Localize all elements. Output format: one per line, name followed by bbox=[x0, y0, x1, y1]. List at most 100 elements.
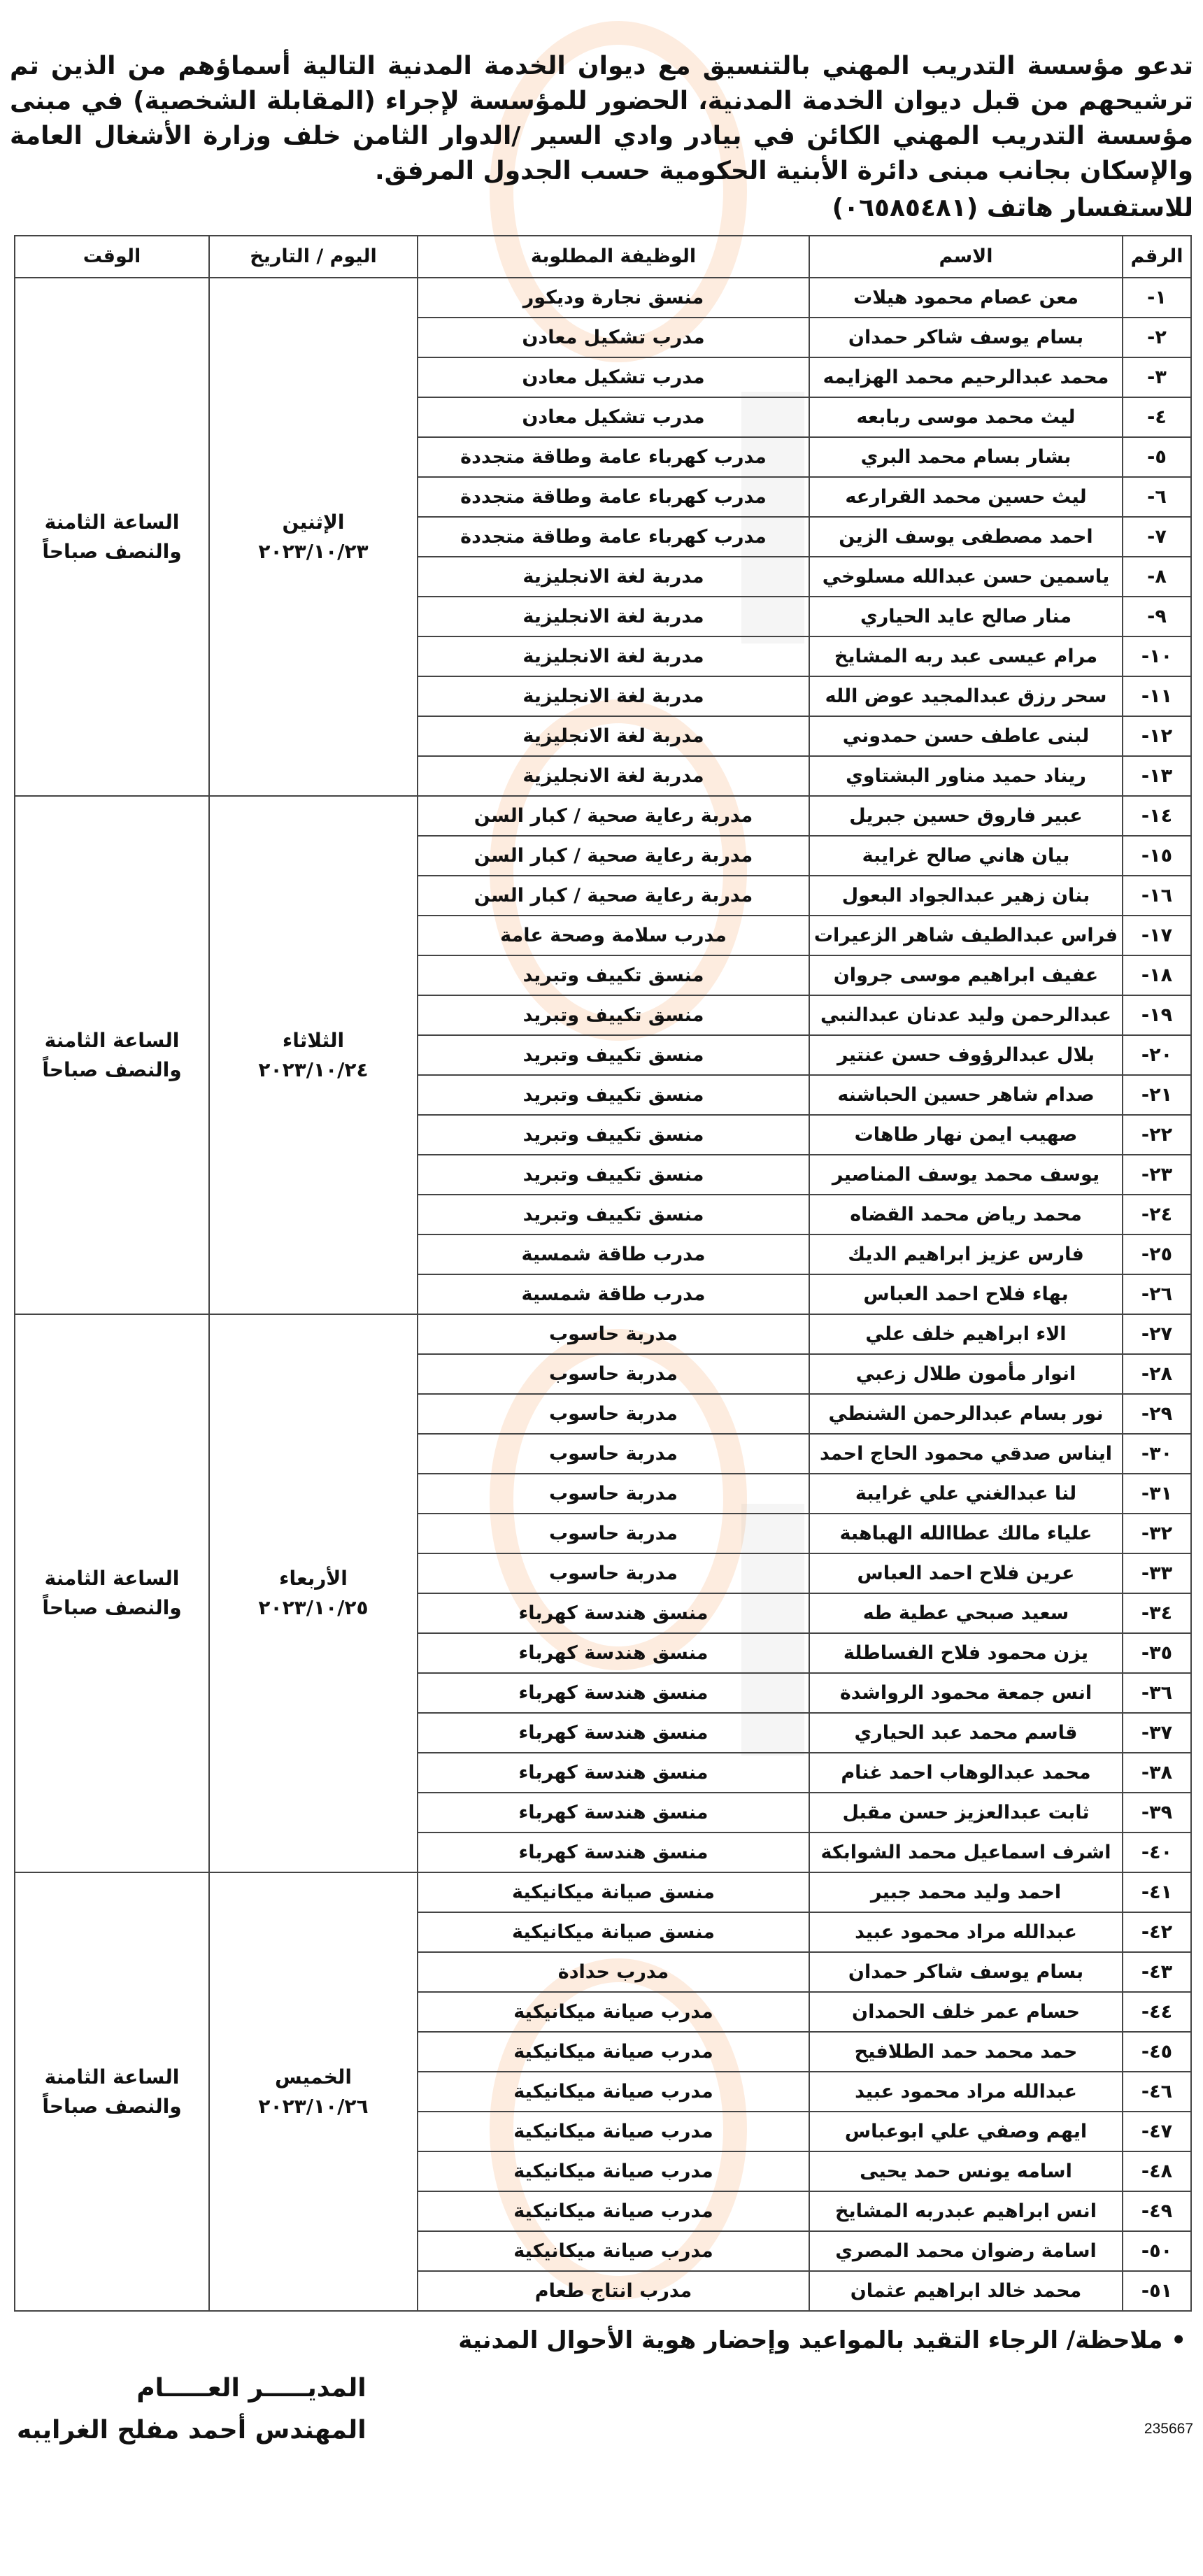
header-name: الاسم bbox=[809, 235, 1123, 278]
candidate-name: بنان زهير عبدالجواد البعول bbox=[809, 875, 1123, 916]
interview-schedule-table: الرقم الاسم الوظيفة المطلوبة اليوم / الت… bbox=[14, 235, 1192, 2312]
required-job: منسق هندسة كهرباء bbox=[417, 1752, 810, 1793]
row-number: ٢٢- bbox=[1122, 1114, 1192, 1155]
required-job: مدربة حاسوب bbox=[417, 1353, 810, 1395]
table-row: ٣٠- ايناس صدقي محمود الحاج احمد مدربة حاسو… bbox=[15, 1433, 1192, 1474]
required-job: مدربة لغة الانجليزية bbox=[417, 556, 810, 597]
required-job: منسق هندسة كهرباء bbox=[417, 1832, 810, 1873]
table-row: ١٤- عبير فاروق حسين جبريل مدربة رعاية صحية… bbox=[14, 795, 1192, 1315]
row-number: ١٨- bbox=[1122, 955, 1192, 996]
candidate-name: فراس عبدالطيف شاهر الزعيرات bbox=[809, 915, 1123, 956]
row-number: ١٢- bbox=[1122, 716, 1192, 757]
row-number: ١٦- bbox=[1122, 875, 1192, 916]
required-job: منسق هندسة كهرباء bbox=[417, 1593, 810, 1634]
interview-date: ٢٠٢٣/١٠/٢٤ bbox=[258, 1058, 369, 1081]
required-job: منسق تكييف وتبريد bbox=[417, 1074, 810, 1116]
candidate-name: بسام يوسف شاكر حمدان bbox=[809, 1951, 1123, 1993]
candidate-name: ريناد حميد مناور البشتاوي bbox=[809, 755, 1123, 797]
table-row: ٤١- احمد وليد محمد جبير منسق صيانة ميكانيك… bbox=[14, 1872, 1192, 2312]
interview-date: ٢٠٢٣/١٠/٢٦ bbox=[258, 2094, 369, 2118]
row-number: ٢٩- bbox=[1122, 1393, 1192, 1435]
required-job: منسق هندسة كهرباء bbox=[417, 1712, 810, 1753]
table-row: ٢١- صدام شاهر حسين الحباشنه منسق تكييف وتب… bbox=[15, 1074, 1192, 1116]
candidate-name: انوار مأمون طلال زعبي bbox=[809, 1353, 1123, 1395]
candidate-name: حسام عمر خلف الحمدان bbox=[809, 1991, 1123, 2033]
time-cell: الساعة الثامنة والنصف صباحاً bbox=[14, 1872, 210, 2312]
time-cell: الساعة الثامنة والنصف صباحاً bbox=[14, 277, 210, 797]
candidate-name: حمد محمد حمد الطلافيح bbox=[809, 2031, 1123, 2072]
row-number: ٣- bbox=[1122, 357, 1192, 398]
required-job: مدرب صيانة ميكانيكية bbox=[417, 1991, 810, 2033]
document-code: 235667 bbox=[1144, 2421, 1193, 2437]
table-row: ٤٣- بسام يوسف شاكر حمدان مدرب حدادة bbox=[15, 1951, 1192, 1993]
candidate-name: احمد وليد محمد جبير bbox=[809, 1872, 1123, 1913]
table-row: ٢٧- الاء ابراهيم خلف علي مدربة حاسوب الأربع… bbox=[14, 1314, 1192, 1873]
required-job: مدرب تشكيل معادن bbox=[417, 397, 810, 438]
required-job: مدرب انتاج طعام bbox=[417, 2270, 810, 2312]
table-row: ١٨- عفيف ابراهيم موسى جروان منسق تكييف وتب… bbox=[15, 955, 1192, 996]
table-row: ٢٥- فارس عزيز ابراهيم الديك مدرب طاقة شمسي… bbox=[15, 1234, 1192, 1275]
header-time: الوقت bbox=[14, 235, 210, 278]
candidate-name: عبدالله مراد محمود عبيد bbox=[809, 1912, 1123, 1953]
candidate-name: انس جمعة محمود الرواشدة bbox=[809, 1672, 1123, 1714]
table-row: ١٦- بنان زهير عبدالجواد البعول مدربة رعاية… bbox=[15, 875, 1192, 916]
required-job: مدرب صيانة ميكانيكية bbox=[417, 2111, 810, 2152]
row-number: ١٤- bbox=[1122, 795, 1192, 837]
day-name: الأربعاء bbox=[279, 1567, 348, 1590]
candidate-name: ليث محمد موسى ربابعه bbox=[809, 397, 1123, 438]
row-number: ٢٥- bbox=[1122, 1234, 1192, 1275]
candidate-name: بسام يوسف شاكر حمدان bbox=[809, 317, 1123, 358]
row-number: ٣٦- bbox=[1122, 1672, 1192, 1714]
candidate-name: انس ابراهيم عبدربه المشايخ bbox=[809, 2191, 1123, 2232]
table-row: ٤٦- عبدالله مراد محمود عبيد مدرب صيانة ميك… bbox=[15, 2071, 1192, 2112]
required-job: مدربة لغة الانجليزية bbox=[417, 636, 810, 677]
required-job: منسق هندسة كهرباء bbox=[417, 1792, 810, 1833]
row-number: ٢٤- bbox=[1122, 1194, 1192, 1235]
table-row: ٨- ياسمين حسن عبدالله مسلوخي مدربة لغة الا… bbox=[15, 556, 1192, 597]
day-date-cell: الإثنين ٢٠٢٣/١٠/٢٣ bbox=[208, 277, 418, 797]
candidate-name: لبنى عاطف حسن حمدوني bbox=[809, 716, 1123, 757]
row-number: ٤٨- bbox=[1122, 2151, 1192, 2192]
candidate-name: بهاء فلاح احمد العباس bbox=[809, 1274, 1123, 1315]
table-row: ٢- بسام يوسف شاكر حمدان مدرب تشكيل معادن bbox=[15, 317, 1192, 358]
required-job: مدربة رعاية صحية / كبار السن bbox=[417, 835, 810, 876]
table-row: ١٧- فراس عبدالطيف شاهر الزعيرات مدرب سلامة… bbox=[15, 915, 1192, 956]
time-cell: الساعة الثامنة والنصف صباحاً bbox=[14, 1314, 210, 1873]
interview-date: ٢٠٢٣/١٠/٢٣ bbox=[258, 539, 369, 563]
table-row: ٣٨- محمد عبدالوهاب احمد غنام منسق هندسة كه… bbox=[15, 1752, 1192, 1793]
candidate-name: صهيب ايمن نهار طاهات bbox=[809, 1114, 1123, 1155]
table-row: ٢٢- صهيب ايمن نهار طاهات منسق تكييف وتبريد bbox=[15, 1114, 1192, 1155]
time-line-1: الساعة الثامنة bbox=[44, 1028, 180, 1052]
table-row: ١٠- مرام عيسى عبد ربه المشايخ مدربة لغة ال… bbox=[15, 636, 1192, 677]
required-job: مدربة حاسوب bbox=[417, 1553, 810, 1594]
signature-name: المهندس أحمد مفلح الغرايبه bbox=[17, 2416, 366, 2445]
row-number: ٣١- bbox=[1122, 1473, 1192, 1514]
row-number: ١٥- bbox=[1122, 835, 1192, 876]
required-job: مدرب صيانة ميكانيكية bbox=[417, 2191, 810, 2232]
table-row: ١- معن عصام محمود هيلات منسق نجارة وديكور ا… bbox=[14, 277, 1192, 797]
required-job: منسق تكييف وتبريد bbox=[417, 1034, 810, 1076]
table-row: ١٣- ريناد حميد مناور البشتاوي مدربة لغة ال… bbox=[15, 755, 1192, 797]
row-number: ٣٢- bbox=[1122, 1513, 1192, 1554]
row-number: ٣٤- bbox=[1122, 1593, 1192, 1634]
table-row: ٤٩- انس ابراهيم عبدربه المشايخ مدرب صيانة … bbox=[15, 2191, 1192, 2232]
required-job: منسق تكييف وتبريد bbox=[417, 995, 810, 1036]
candidate-name: سحر رزق عبدالمجيد عوض الله bbox=[809, 676, 1123, 717]
candidate-name: ايهم وصفي علي ابوعباس bbox=[809, 2111, 1123, 2152]
table-row: ١٩- عبدالرحمن وليد عدنان عبدالنبي منسق تكي… bbox=[15, 995, 1192, 1036]
candidate-name: محمد عبدالرحيم محمد الهزايمه bbox=[809, 357, 1123, 398]
note: • ملاحظة/ الرجاء التقيد بالمواعيد وإحضار… bbox=[458, 2326, 1186, 2354]
time-line-1: الساعة الثامنة bbox=[44, 2065, 180, 2088]
candidate-name: احمد مصطفى يوسف الزين bbox=[809, 516, 1123, 557]
required-job: مدرب حدادة bbox=[417, 1951, 810, 1993]
day-date-cell: الأربعاء ٢٠٢٣/١٠/٢٥ bbox=[208, 1314, 418, 1873]
row-number: ٢- bbox=[1122, 317, 1192, 358]
row-number: ٥١- bbox=[1122, 2270, 1192, 2312]
row-number: ٣٣- bbox=[1122, 1553, 1192, 1594]
candidate-name: عبدالرحمن وليد عدنان عبدالنبي bbox=[809, 995, 1123, 1036]
day-date-cell: الخميس ٢٠٢٣/١٠/٢٦ bbox=[208, 1872, 418, 2312]
required-job: مدرب كهرباء عامة وطاقة متجددة bbox=[417, 436, 810, 478]
table-row: ٤٠- اشرف اسماعيل محمد الشوابكة منسق هندسة … bbox=[15, 1832, 1192, 1873]
table-row: ٣٥- يزن محمود فلاح الفساطلة منسق هندسة كهر… bbox=[15, 1632, 1192, 1674]
table-row: ٤٨- اسامه يونس حمد يحيى مدرب صيانة ميكانيك… bbox=[15, 2151, 1192, 2192]
